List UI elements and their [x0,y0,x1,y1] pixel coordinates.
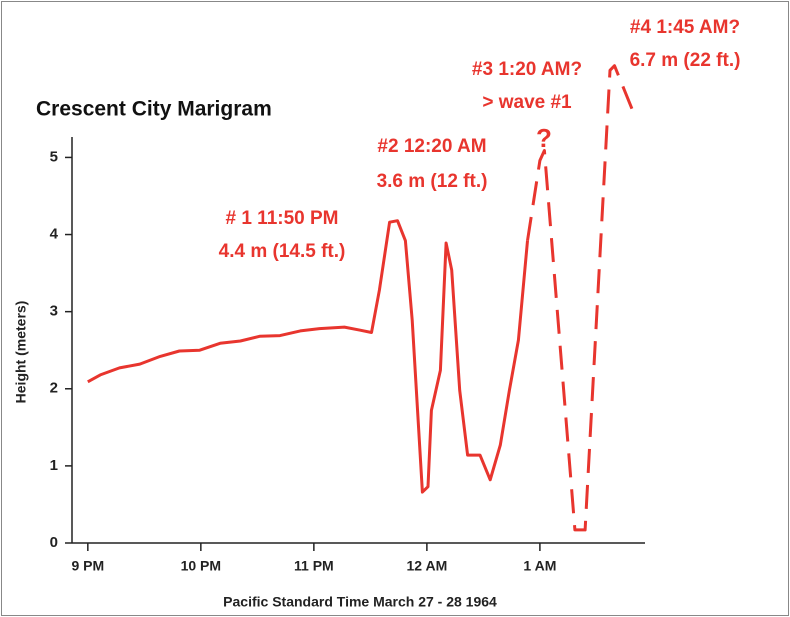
x-tick-label: 10 PM [181,558,221,574]
annotation: 3.6 m (12 ft.) [377,171,488,192]
x-tick-label: 9 PM [71,558,104,574]
annotation: > wave #1 [482,92,572,113]
annotation: #2 12:20 AM [377,136,486,157]
x-axis-label: Pacific Standard Time March 27 - 28 1964 [223,594,497,610]
y-tick-label: 3 [50,303,58,320]
annotation: 6.7 m (22 ft.) [630,50,741,71]
x-tick-label: 12 AM [407,558,448,574]
data-line [87,219,529,494]
y-tick-label: 4 [50,226,59,243]
annotation: #3 1:20 AM? [472,59,582,80]
data-line [526,64,637,532]
annotation: #4 1:45 AM? [630,17,740,38]
chart-title: Crescent City Marigram [36,98,272,121]
annotation: ? [536,123,552,153]
x-tick-label: 11 PM [294,558,334,574]
y-tick-label: 2 [50,380,58,397]
x-tick-label: 1 AM [523,558,556,574]
y-tick-label: 1 [50,457,58,474]
y-tick-label: 5 [50,148,58,165]
annotation: 4.4 m (14.5 ft.) [219,241,346,262]
y-axis-label: Height (meters) [13,301,29,404]
annotation: # 1 11:50 PM [225,208,338,229]
y-tick-label: 0 [50,534,58,551]
